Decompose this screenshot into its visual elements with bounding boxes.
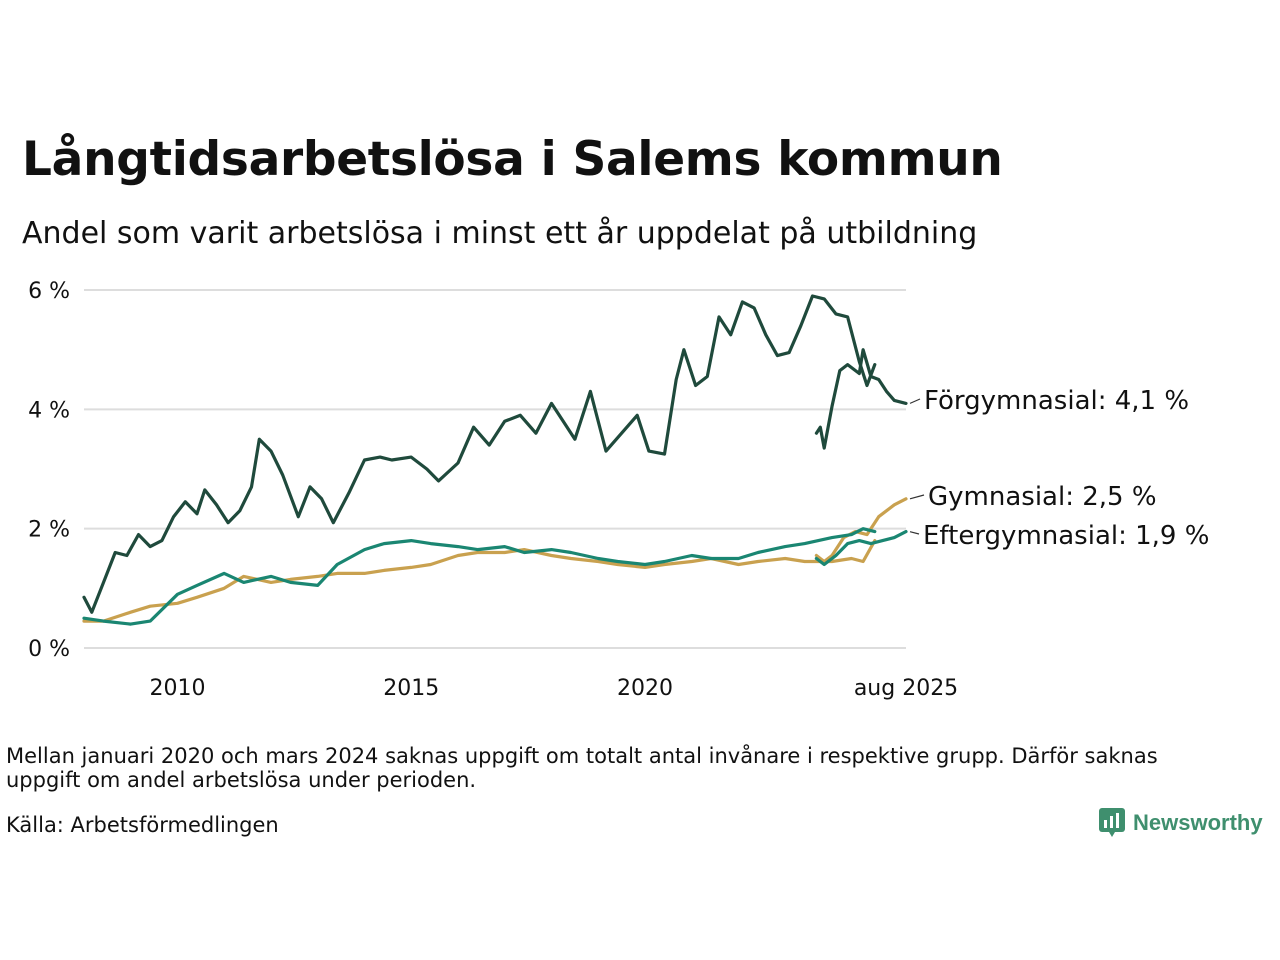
series-line-eftergymnasial [814, 530, 908, 567]
chart-subtitle: Andel som varit arbetslösa i minst ett å… [22, 216, 978, 251]
grid-lines [84, 289, 906, 649]
axis-labels: 0 % 2 % 4 % 6 % 2010 2015 2020 aug 2025 [28, 279, 958, 701]
series-line-förgymnasial [82, 294, 877, 614]
chart-title: Långtidsarbetslösa i Salems kommun [22, 132, 1003, 187]
leader-line [909, 494, 925, 500]
brand-logo[interactable]: Newsworthy [1099, 808, 1263, 838]
end-label-eftergymnasial: Eftergymnasial: 1,9 % [923, 521, 1209, 551]
series-line-förgymnasial [814, 348, 908, 450]
leader-line [909, 398, 921, 404]
series-lines [82, 294, 908, 626]
x-tick-label: 2015 [383, 676, 439, 701]
x-tick-label: 2010 [149, 676, 205, 701]
source-text: Källa: Arbetsförmedlingen [6, 813, 279, 837]
end-label-förgymnasial: Förgymnasial: 4,1 % [924, 386, 1189, 416]
leader-line [909, 531, 920, 535]
y-tick-label: 6 % [28, 279, 70, 304]
y-tick-label: 0 % [28, 637, 70, 662]
end-label-gymnasial: Gymnasial: 2,5 % [928, 482, 1157, 512]
x-tick-label: aug 2025 [854, 676, 958, 701]
x-tick-label: 2020 [617, 676, 673, 701]
y-tick-label: 4 % [28, 398, 70, 423]
y-tick-label: 2 % [28, 518, 70, 543]
footnote: Mellan januari 2020 och mars 2024 saknas… [6, 744, 1158, 792]
newsworthy-logo-icon [1099, 808, 1125, 837]
series-line-gymnasial [82, 539, 877, 623]
brand-name: Newsworthy [1133, 810, 1263, 835]
end-labels: Förgymnasial: 4,1 % Gymnasial: 2,5 % Efter… [909, 386, 1209, 551]
series-line-eftergymnasial [82, 527, 877, 626]
line-chart: Förgymnasial: 4,1 % Gymnasial: 2,5 % Efter… [28, 279, 1209, 701]
